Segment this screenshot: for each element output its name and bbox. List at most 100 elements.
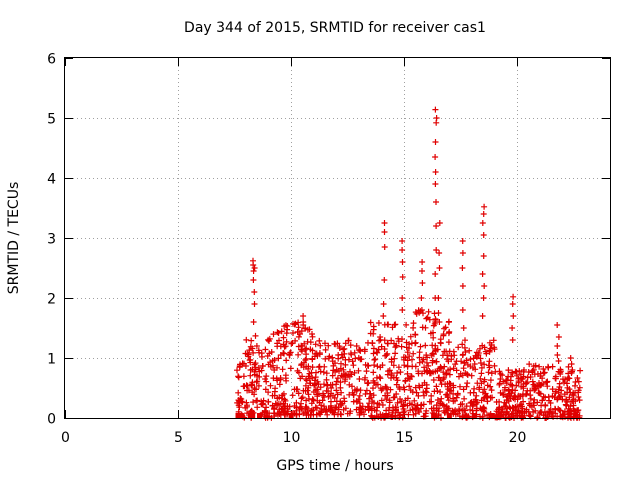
data-point [404,349,411,356]
data-point [251,289,258,295]
data-point [390,394,397,401]
data-point [554,352,561,358]
data-point [302,382,309,389]
data-point [463,383,470,390]
data-point [478,370,485,377]
data-point [356,376,363,382]
data-point [277,376,284,383]
data-point [480,211,487,217]
data-point [477,355,484,362]
data-point [486,364,493,371]
data-point [302,325,309,332]
data-point [455,344,462,351]
data-point [416,359,423,366]
data-point [309,347,316,354]
x-tick-label: 0 [61,430,70,446]
data-point [567,389,574,396]
data-point [253,378,260,385]
data-point [398,343,405,350]
data-point [370,385,376,392]
data-point [369,340,376,347]
data-point [249,345,256,352]
data-point [504,409,511,415]
data-point [376,374,383,381]
data-point [436,374,443,381]
data-point [388,358,395,365]
data-point [373,349,380,356]
data-point [303,376,309,382]
data-point [342,340,349,347]
data-point [491,362,498,369]
data-point [310,389,317,395]
data-point [322,355,329,362]
baseline-marker [288,413,294,418]
data-point [350,398,357,405]
data-point [430,405,437,412]
data-point [436,250,443,256]
data-point [503,380,510,387]
data-point [437,377,444,384]
data-point [459,283,466,289]
data-point [517,374,524,381]
baseline-marker [250,413,256,418]
data-point [306,370,313,377]
y-tick-label: 4 [47,172,56,188]
data-point [440,376,447,383]
data-point [509,337,516,343]
data-point [567,355,574,361]
data-point [510,293,517,300]
data-point [410,350,417,357]
data-point [251,301,258,307]
data-point [464,380,471,387]
data-point [434,367,441,374]
data-point [574,407,581,414]
data-point [423,359,430,366]
data-point [240,373,247,380]
data-point [374,381,381,388]
data-point [422,388,429,395]
data-point [549,363,556,370]
data-point [321,394,328,400]
data-point [526,361,533,368]
data-point [305,391,312,398]
data-point [563,380,570,387]
data-point [387,386,394,393]
data-point [281,396,288,403]
data-point [263,404,270,411]
data-point [521,367,527,373]
data-point [527,374,534,380]
data-point [238,398,245,405]
data-point [409,401,415,408]
data-point [375,320,382,326]
data-point [298,346,305,353]
data-point [575,389,582,396]
data-point [505,373,512,380]
data-point [509,301,516,307]
data-point [300,313,307,319]
data-point [250,319,257,325]
data-point [525,408,532,415]
data-point [397,369,404,376]
data-point [413,389,420,396]
data-point [557,368,564,375]
data-point [417,343,424,350]
data-point [376,337,383,344]
y-tick-label: 6 [47,52,56,68]
data-point [289,392,296,399]
data-point [300,410,307,417]
data-point [304,338,311,345]
data-point [400,384,407,391]
data-point [437,365,444,372]
data-point [340,346,347,353]
data-point [477,345,483,352]
data-point [355,367,362,374]
data-point [462,407,469,414]
data-point [556,380,563,387]
data-point [482,348,489,355]
data-point [247,356,254,363]
data-point [426,316,433,323]
baseline-marker [446,413,452,418]
data-point [434,346,441,353]
data-point [436,265,443,271]
data-point [297,375,304,382]
